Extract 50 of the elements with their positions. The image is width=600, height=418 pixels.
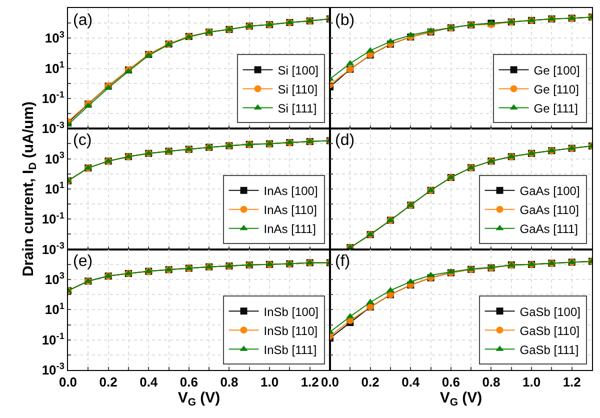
- x-tick-label: 1.0: [260, 374, 279, 390]
- annotation: (c): [73, 132, 92, 149]
- legend-label: InSb [111]: [264, 342, 317, 357]
- y-tick-label: 10$^{-3}$: [42, 240, 64, 257]
- annotation: (f): [335, 253, 350, 270]
- y-tick-label: 10$^{1}$: [44, 300, 64, 318]
- legend-label: GaSb [110]: [520, 324, 580, 338]
- y-tick-label: 10$^{3}$: [44, 270, 64, 288]
- legend-label: Ge [110]: [534, 82, 579, 96]
- annotation: (a): [73, 12, 93, 29]
- x-axis-title: V$_{G}$ (V): [178, 390, 220, 409]
- x-tick-label: 0.6: [442, 374, 460, 390]
- x-axis-title: V$_{G}$ (V): [440, 390, 482, 409]
- legend-label: InSb [100]: [264, 304, 318, 319]
- y-tick-label: 10$^{1}$: [44, 59, 64, 76]
- legend-label: InAs [111]: [264, 222, 316, 236]
- legend-label: InAs [110]: [264, 203, 317, 218]
- annotation: (e): [73, 253, 93, 270]
- x-tick-label: 0.0: [320, 374, 340, 390]
- legend-label: GaSb [111]: [520, 342, 579, 357]
- legend-label: Ge [111]: [534, 101, 578, 116]
- y-tick-label: 10$^{-1}$: [42, 210, 64, 227]
- x-tick-label: 0.2: [99, 374, 118, 390]
- x-tick-label: 0.8: [482, 374, 500, 390]
- x-tick-label: 0.4: [140, 374, 158, 390]
- legend-label: Si [100]: [278, 63, 318, 78]
- y-tick-label: 10$^{3}$: [44, 150, 64, 166]
- y-tick-label: 10$^{3}$: [44, 29, 64, 46]
- legend-label: InSb [110]: [264, 324, 318, 338]
- y-tick-label: 10$^{1}$: [44, 180, 64, 197]
- x-tick-label: 0.4: [402, 374, 420, 390]
- y-tick-label: 10$^{-1}$: [42, 330, 64, 348]
- x-tick-label: 0.2: [361, 374, 380, 390]
- y-tick-label: 10$^{-1}$: [42, 90, 64, 106]
- legend-label: GaSb [100]: [520, 304, 580, 319]
- legend-label: Ge [100]: [534, 63, 580, 78]
- x-tick-label: 1.0: [522, 374, 541, 390]
- x-tick-label: 1.2: [300, 374, 319, 390]
- legend-label: InAs [100]: [264, 184, 318, 198]
- legend-label: Si [110]: [278, 82, 318, 96]
- x-tick-label: 0.8: [220, 374, 238, 390]
- annotation: (d): [335, 132, 355, 149]
- legend-label: GaAs [110]: [520, 203, 579, 218]
- legend-label: GaAs [111]: [520, 222, 578, 236]
- legend-label: Si [111]: [278, 101, 317, 116]
- legend-label: GaAs [100]: [520, 184, 580, 198]
- x-tick-label: 0.6: [180, 374, 198, 390]
- y-tick-label: 10$^{-3}$: [42, 120, 64, 136]
- annotation: (b): [335, 12, 355, 29]
- x-tick-label: 1.2: [562, 374, 581, 390]
